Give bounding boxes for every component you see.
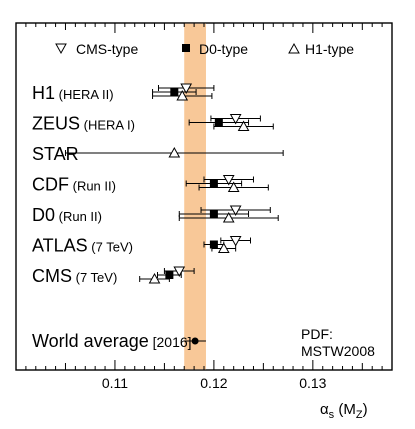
point-atlas-cms [229,236,242,247]
point-cms-cms [173,266,186,278]
legend-cms-type-marker [55,43,67,55]
point-cms-d0 [165,271,174,279]
row-name-zeus: ZEUS [32,114,80,134]
row-cms: CMS (7 TeV) [32,266,195,286]
point-atlas-d0 [209,240,218,249]
row-label-zeus: ZEUS (HERA I) [32,114,135,134]
row-atlas: ATLAS (7 TeV) [32,236,252,256]
row-label-d0: D0 (Run II) [32,205,102,225]
row-world-average: World average [2016] [32,331,206,351]
row-detail-world-average: [2016] [149,334,192,350]
row-detail-cdf: (Run II) [69,179,116,194]
point-zeus-d0 [214,118,223,127]
pdf-annotation-line1: PDF: [301,326,333,342]
x-axis-label-open: (M [334,401,356,418]
point-star-h1 [168,146,181,158]
x-axis-label-symbol: α [320,401,329,418]
legend-h1-type-marker [288,42,300,54]
x-axis-label-sub: s [329,409,335,421]
row-zeus: ZEUS (HERA I) [32,114,274,134]
row-star: STAR [32,144,284,164]
row-detail-atlas: (7 TeV) [88,240,133,255]
point-h1-h1 [176,89,189,101]
point-h1-cms [180,83,193,95]
point-atlas-h1 [217,242,230,253]
row-name-world-average: World average [32,331,149,351]
row-name-h1: H1 [32,83,55,103]
row-cdf: CDF (Run II) [32,175,269,195]
x-tick-label-0: 0.11 [102,375,128,391]
point-cdf-d0 [209,179,218,188]
point-d0-cms [229,205,242,217]
row-name-star: STAR [32,144,79,164]
pdf-annotation: PDF: MSTW2008 [301,326,375,359]
legend-cms-type-label: CMS-type [76,41,138,57]
x-axis-label: αs (MZ) [320,401,368,421]
row-detail-cms: (7 TeV) [72,270,117,285]
row-name-cms: CMS [32,266,72,286]
legend-d0-type-marker [182,44,190,52]
legend-d0-type-label: D0-type [199,41,248,57]
row-label-h1: H1 (HERA II) [32,83,114,103]
point-zeus-cms [229,114,242,125]
row-d0: D0 (Run II) [32,205,279,225]
point-d0-d0 [209,210,218,218]
row-detail-d0: (Run II) [55,209,102,224]
row-h1: H1 (HERA II) [32,83,215,103]
point-cms-h1 [148,272,161,284]
x-axis-label-sub2: Z [356,409,363,421]
point-h1-d0 [170,88,179,96]
point-zeus-h1 [237,120,250,131]
row-detail-zeus: (HERA I) [80,118,135,133]
point-d0-h1 [222,211,235,223]
x-axis-label-close: ) [363,401,368,418]
row-label-star: STAR [32,144,79,164]
legend: CMS-type D0-type H1-type [55,41,354,57]
x-tick-label-1: 0.12 [200,375,227,391]
row-label-cdf: CDF (Run II) [32,175,116,195]
x-axis-ticks: 0.11 0.12 0.13 [25,23,383,391]
row-detail-h1: (HERA II) [55,87,114,102]
point-cdf-cms [222,175,235,186]
row-name-cdf: CDF [32,175,69,195]
pdf-annotation-line2: MSTW2008 [301,343,375,359]
row-name-d0: D0 [32,205,55,225]
legend-h1-type-label: H1-type [305,41,354,57]
row-label-cms: CMS (7 TeV) [32,266,117,286]
point-world-average [191,337,199,345]
x-tick-label-2: 0.13 [299,375,326,391]
point-cdf-h1 [227,181,240,192]
row-label-world-average: World average [2016] [32,331,192,351]
row-label-atlas: ATLAS (7 TeV) [32,236,133,256]
row-name-atlas: ATLAS [32,236,88,256]
world-average-band [184,23,206,370]
